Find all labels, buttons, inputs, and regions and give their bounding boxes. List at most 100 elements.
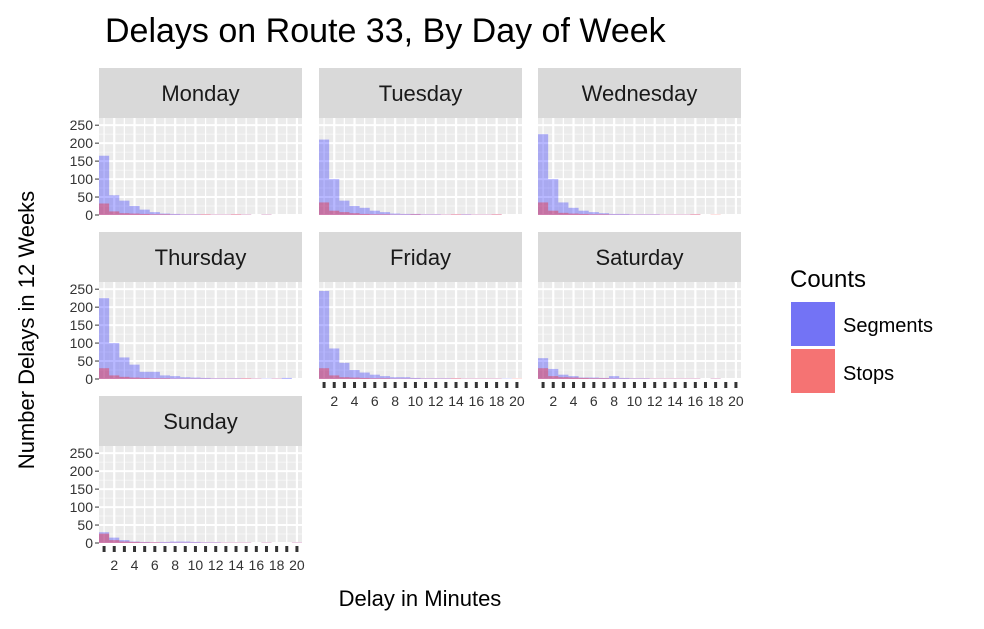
x-tick-label: 4 xyxy=(570,393,578,409)
x-tick-label: 12 xyxy=(208,557,224,573)
bar-segments-tuesday xyxy=(349,206,360,215)
panel-background-sunday xyxy=(99,446,302,543)
x-tick-label: 2 xyxy=(110,557,118,573)
facet-label-monday: Monday xyxy=(161,81,239,106)
bar-segments-sunday xyxy=(129,541,140,543)
x-tick-label: 18 xyxy=(708,393,724,409)
bar-stops-wednesday xyxy=(558,212,569,215)
bar-segments-saturday xyxy=(639,378,650,379)
bar-stops-saturday xyxy=(588,378,599,379)
bar-stops-thursday xyxy=(129,377,140,379)
bar-segments-friday xyxy=(420,378,431,379)
legend-label-stops: Stops xyxy=(843,363,894,385)
bar-stops-friday xyxy=(369,378,380,379)
x-tick-label: 8 xyxy=(391,393,399,409)
facet-label-sunday: Sunday xyxy=(163,409,238,434)
bar-stops-tuesday xyxy=(339,212,350,215)
bar-stops-monday xyxy=(159,214,171,215)
x-tick-label: 16 xyxy=(469,393,485,409)
bar-stops-tuesday xyxy=(450,214,462,215)
bar-segments-wednesday xyxy=(649,214,660,215)
facet-strip-tuesday xyxy=(319,68,522,118)
y-tick-label: 0 xyxy=(85,535,93,551)
bar-segments-wednesday xyxy=(588,212,599,215)
bar-segments-sunday xyxy=(159,541,171,543)
bar-stops-monday xyxy=(139,213,150,215)
bar-stops-monday xyxy=(149,214,160,215)
facet-strip-sunday xyxy=(99,396,302,446)
bar-stops-thursday xyxy=(159,378,171,379)
bar-segments-friday xyxy=(339,362,350,379)
x-axis-title: Delay in Minutes xyxy=(339,586,502,611)
panel-background-wednesday xyxy=(538,118,741,215)
bar-segments-thursday xyxy=(210,378,221,379)
bar-stops-sunday xyxy=(129,541,140,543)
facet-strip-saturday xyxy=(538,232,741,282)
bar-segments-thursday xyxy=(180,377,191,379)
legend-swatch-stops xyxy=(791,349,835,393)
bar-segments-saturday xyxy=(538,358,549,379)
y-tick-label: 200 xyxy=(70,135,94,151)
bar-segments-wednesday xyxy=(619,213,630,215)
bar-segments-thursday xyxy=(159,375,171,379)
bar-stops-tuesday xyxy=(349,213,360,215)
y-tick-label: 150 xyxy=(70,153,94,169)
bar-segments-sunday xyxy=(180,541,191,543)
bar-segments-thursday xyxy=(281,377,292,379)
bar-stops-saturday xyxy=(578,377,589,379)
bar-segments-wednesday xyxy=(558,202,569,215)
bar-stops-wednesday xyxy=(598,214,610,215)
bar-segments-tuesday xyxy=(339,200,350,215)
bar-segments-friday xyxy=(430,378,441,379)
bar-segments-friday xyxy=(400,377,411,379)
bar-segments-friday xyxy=(349,370,360,379)
bar-segments-tuesday xyxy=(400,213,411,215)
y-tick-label: 50 xyxy=(77,517,93,533)
x-tick-label: 14 xyxy=(228,557,244,573)
bar-segments-thursday xyxy=(129,364,140,379)
bar-segments-friday xyxy=(390,377,401,379)
bar-segments-tuesday xyxy=(461,214,472,215)
x-tick-label: 2 xyxy=(549,393,557,409)
bar-segments-thursday xyxy=(149,371,160,379)
bar-segments-thursday xyxy=(220,378,231,379)
bar-segments-monday xyxy=(139,209,150,215)
chart-title: Delays on Route 33, By Day of Week xyxy=(105,12,667,50)
bar-segments-tuesday xyxy=(319,139,330,215)
panel-background-monday xyxy=(99,118,302,215)
bar-stops-monday xyxy=(200,214,211,215)
facet-label-saturday: Saturday xyxy=(595,245,683,270)
y-tick-label: 100 xyxy=(70,171,94,187)
x-tick-label: 20 xyxy=(509,393,525,409)
x-tick-label: 10 xyxy=(188,557,204,573)
bar-segments-tuesday xyxy=(329,179,340,215)
bar-segments-friday xyxy=(329,348,340,379)
facet-strip-thursday xyxy=(99,232,302,282)
y-tick-label: 250 xyxy=(70,281,94,297)
x-tick-label: 6 xyxy=(151,557,159,573)
bar-segments-thursday xyxy=(119,357,130,379)
bar-stops-saturday xyxy=(538,368,549,379)
y-tick-label: 50 xyxy=(77,189,93,205)
bar-segments-wednesday xyxy=(548,179,559,215)
x-tick-label: 20 xyxy=(289,557,305,573)
y-tick-label: 0 xyxy=(85,371,93,387)
bar-stops-tuesday xyxy=(491,214,502,215)
facet-label-friday: Friday xyxy=(390,245,451,270)
x-tick-label: 6 xyxy=(590,393,598,409)
bar-stops-wednesday xyxy=(588,214,599,215)
bar-stops-monday xyxy=(99,203,110,215)
bar-stops-sunday xyxy=(119,541,130,543)
y-tick-label: 0 xyxy=(85,207,93,223)
bar-segments-wednesday xyxy=(629,214,640,215)
bar-segments-saturday xyxy=(568,376,579,379)
bar-segments-sunday xyxy=(119,540,130,543)
bar-stops-sunday xyxy=(109,540,120,543)
bar-stops-saturday xyxy=(568,377,579,379)
bar-segments-monday xyxy=(119,200,130,215)
legend-title: Counts xyxy=(790,266,866,293)
x-tick-label: 4 xyxy=(131,557,139,573)
bar-stops-monday xyxy=(109,211,120,215)
bar-segments-wednesday xyxy=(609,213,620,215)
